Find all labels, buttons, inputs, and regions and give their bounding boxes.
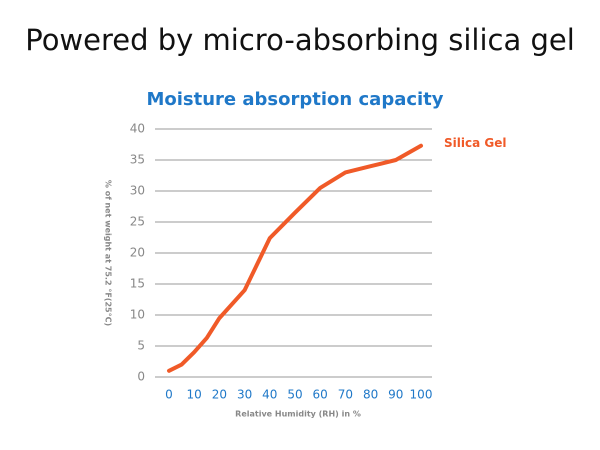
x-tick-label: 40 [262,388,277,402]
x-tick-label: 20 [212,388,227,402]
y-tick-label: 5 [137,339,145,353]
x-tick-label: 50 [287,388,302,402]
x-tick-label: 90 [388,388,403,402]
x-tick-label: 0 [165,388,173,402]
y-tick-label: 15 [130,277,145,291]
series-line [167,143,423,373]
x-tick-label: 80 [363,388,378,402]
x-tick-label: 100 [410,388,433,402]
x-tick-label: 30 [237,388,252,402]
y-tick-label: 25 [130,215,145,229]
chart-title: Moisture absorption capacity [146,89,443,110]
y-tick-label: 40 [130,122,145,136]
x-tick-label: 70 [338,388,353,402]
legend-label: Silica Gel [444,136,506,150]
y-tick-label: 0 [137,370,145,384]
x-axis-label: Relative Humidity (RH) in % [235,410,361,419]
y-tick-label: 30 [130,184,145,198]
y-tick-label: 10 [130,308,145,322]
y-axis-label: % of net weight at 75.2 °F(25°C) [104,180,113,326]
x-tick-label: 60 [313,388,328,402]
y-tick-label: 20 [130,246,145,260]
page-title: Powered by micro-absorbing silica gel [25,23,575,57]
y-tick-label: 35 [130,153,145,167]
x-tick-label: 10 [187,388,202,402]
